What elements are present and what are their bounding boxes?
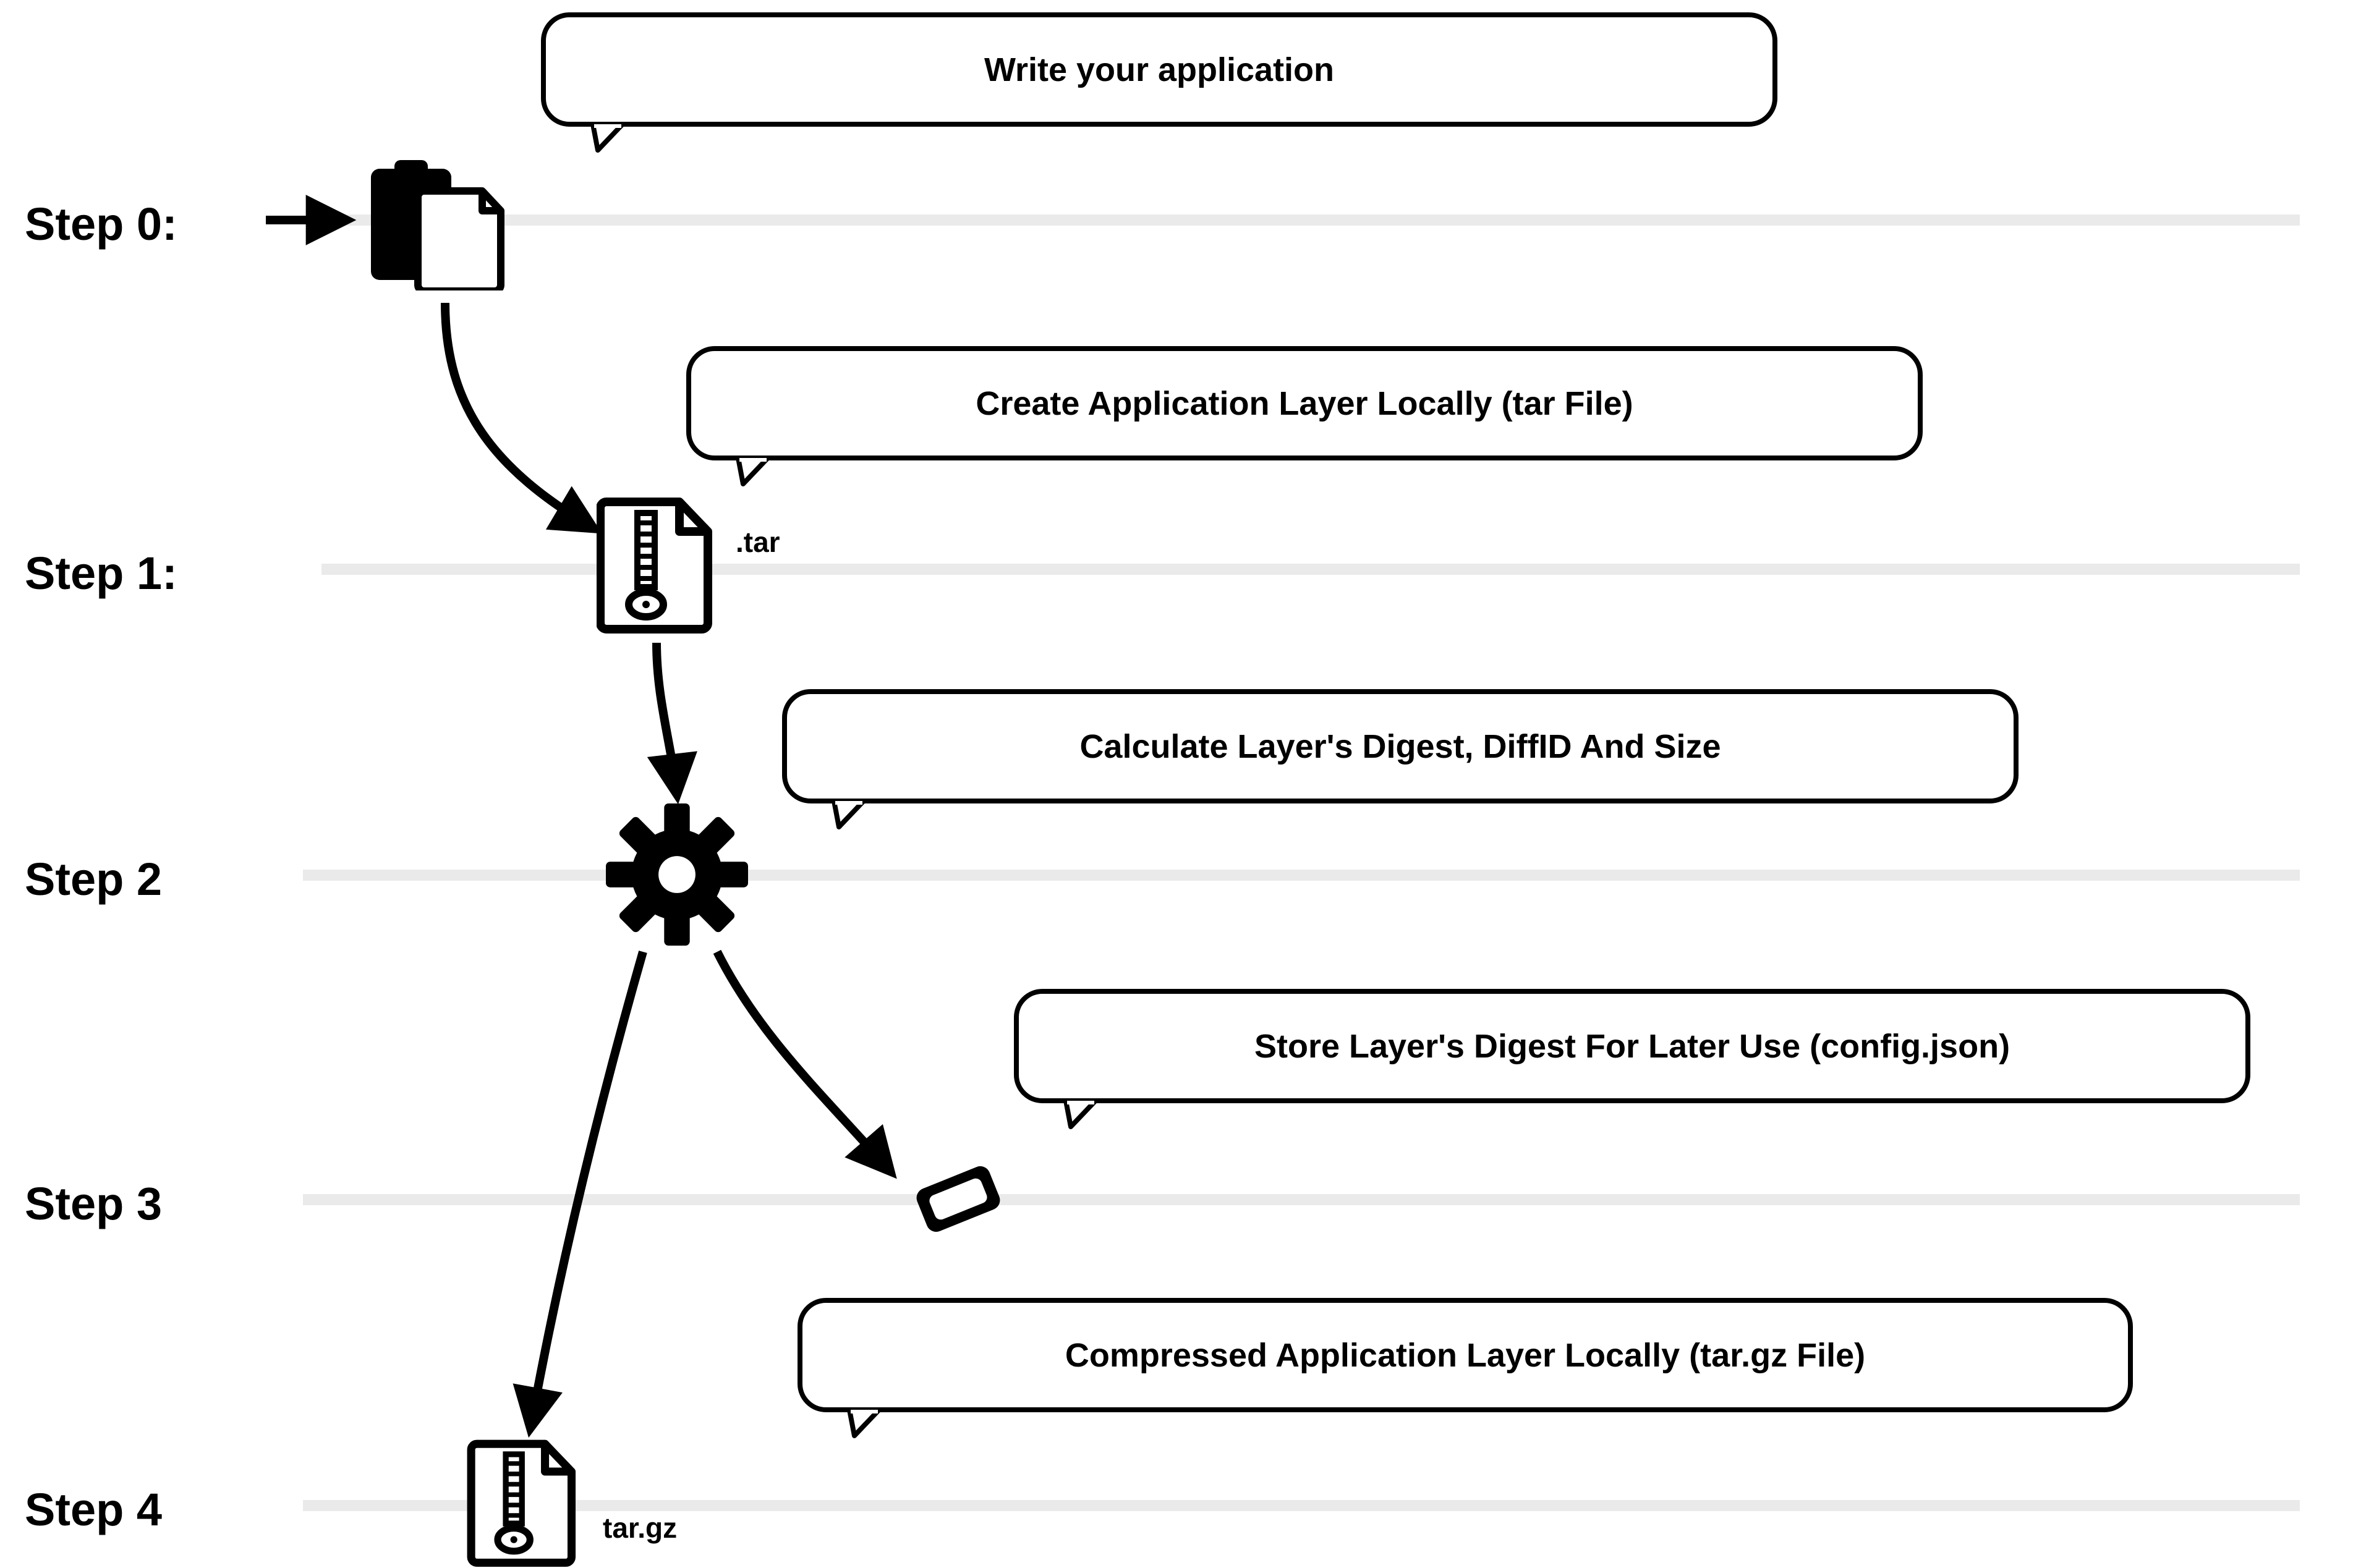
arrow-2-3	[717, 952, 890, 1171]
arrow-0-1	[445, 303, 594, 528]
arrow-1-2	[657, 643, 677, 794]
diagram-stage: Step 0: Step 1: Step 2 Step 3 Step 4 Wri…	[0, 0, 2374, 1568]
arrow-2-4	[530, 952, 643, 1428]
arrows-layer	[0, 0, 2374, 1568]
